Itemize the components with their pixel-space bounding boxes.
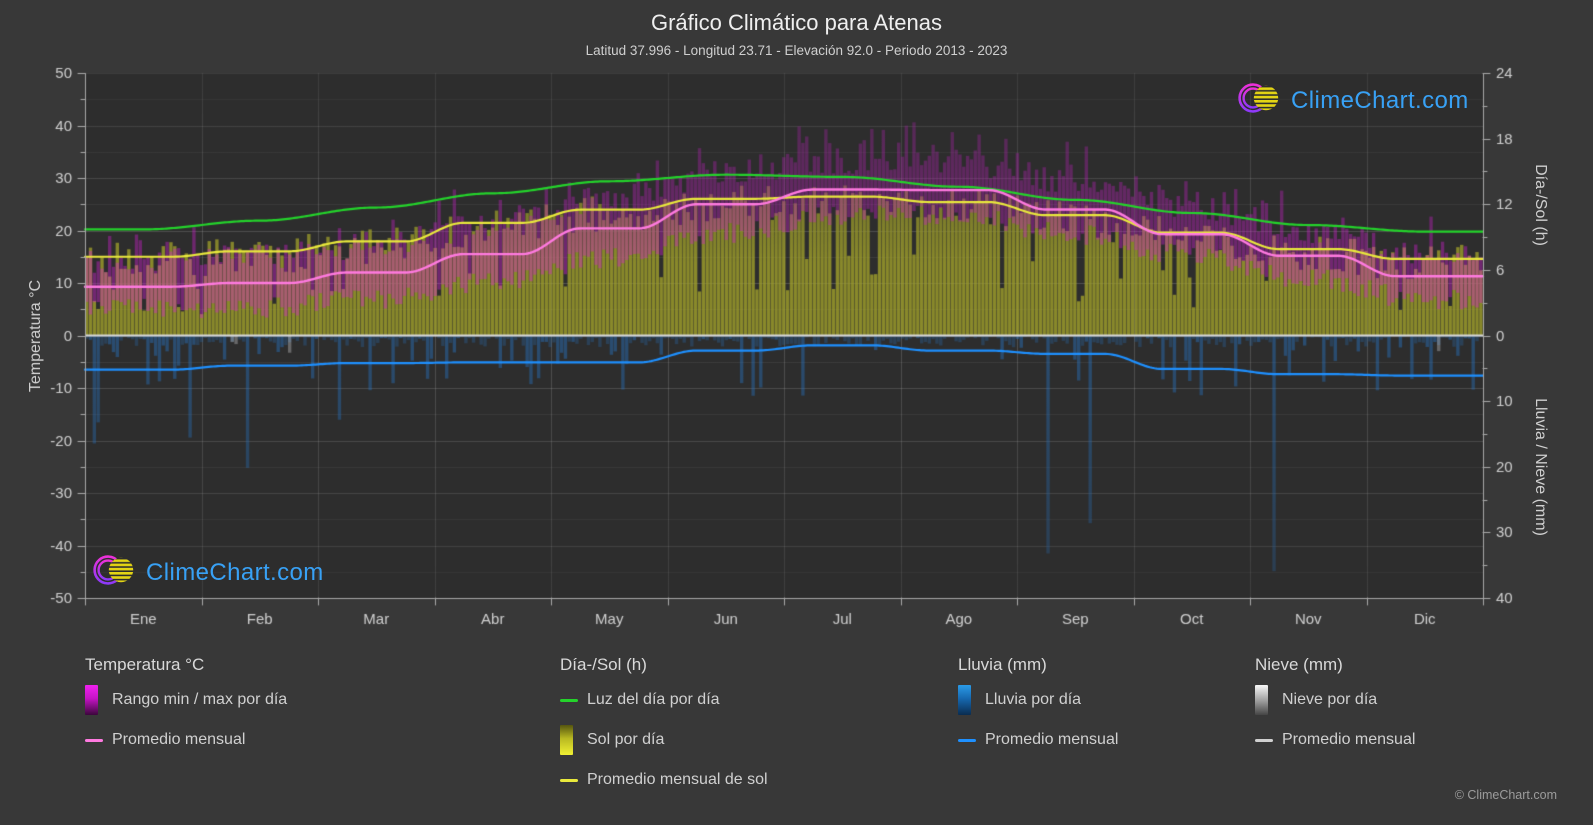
legend-group-title: Lluvia (mm) <box>958 655 1047 674</box>
snow-avg-line-swatch <box>1255 738 1273 742</box>
y-axis-title-day-sun: Día-/Sol (h) <box>1532 164 1549 246</box>
sun-avg-line-swatch <box>560 778 578 782</box>
watermark-text: ClimeChart.com <box>146 558 324 586</box>
legend-item-label: Sol por día <box>587 731 665 748</box>
copyright-text: © ClimeChart.com <box>1454 788 1557 802</box>
sun-bars-swatch <box>560 725 573 755</box>
legend-item-label: Promedio mensual <box>985 731 1119 748</box>
page-title: Gráfico Climático para Atenas <box>650 10 943 35</box>
legend-item-label: Nieve por día <box>1282 691 1378 708</box>
page-subtitle: Latitud 37.996 - Longitud 23.71 - Elevac… <box>585 43 1008 58</box>
legend-group-snow: Nieve (mm) Nieve por día Promedio mensua… <box>1255 655 1415 755</box>
legend-group-rain: Lluvia (mm) Lluvia por día Promedio mens… <box>958 655 1118 755</box>
legend-item-label: Promedio mensual <box>1282 731 1416 748</box>
legend-item-sun-per-day: Sol por día <box>560 725 768 755</box>
legend-item-rain-monthly-avg: Promedio mensual <box>958 725 1118 755</box>
legend-item-label: Promedio mensual <box>112 731 246 748</box>
legend-item-temp-monthly-avg: Promedio mensual <box>85 725 287 755</box>
watermark-text: ClimeChart.com <box>1291 86 1469 114</box>
legend-group-temperature: Temperatura °C Rango min / max por día P… <box>85 655 287 755</box>
legend-item-label: Promedio mensual de sol <box>587 771 768 788</box>
legend-item-rain-per-day: Lluvia por día <box>958 685 1118 715</box>
watermark-logo-top: ClimeChart.com <box>1237 79 1469 122</box>
legend-item-sun-monthly-avg: Promedio mensual de sol <box>560 765 768 795</box>
legend-group-title: Nieve (mm) <box>1255 655 1343 674</box>
legend-item-temp-range: Rango min / max por día <box>85 685 287 715</box>
daylight-line-swatch <box>560 698 578 702</box>
y-axis-title-rain-snow: Lluvia / Nieve (mm) <box>1532 398 1549 536</box>
legend-group-title: Temperatura °C <box>85 655 205 674</box>
snow-bars-swatch <box>1255 685 1268 715</box>
rain-bars-swatch <box>958 685 971 715</box>
legend-item-label: Luz del día por día <box>587 691 720 708</box>
legend-item-daylight: Luz del día por día <box>560 685 768 715</box>
climechart-logo-icon <box>92 551 138 594</box>
temp-avg-line-swatch <box>85 738 103 742</box>
legend-group-day-sun: Día-/Sol (h) Luz del día por día Sol por… <box>560 655 768 795</box>
rain-avg-line-swatch <box>958 738 976 742</box>
legend-item-snow-monthly-avg: Promedio mensual <box>1255 725 1415 755</box>
watermark-logo-bottom: ClimeChart.com <box>92 551 324 594</box>
climechart-logo-icon <box>1237 79 1283 122</box>
y-axis-title-temperature: Temperatura °C <box>27 279 44 393</box>
legend-group-title: Día-/Sol (h) <box>560 655 647 674</box>
legend-item-label: Lluvia por día <box>985 691 1082 708</box>
temp-range-swatch <box>85 685 98 715</box>
legend-item-label: Rango min / max por día <box>112 691 288 708</box>
legend-item-snow-per-day: Nieve por día <box>1255 685 1415 715</box>
